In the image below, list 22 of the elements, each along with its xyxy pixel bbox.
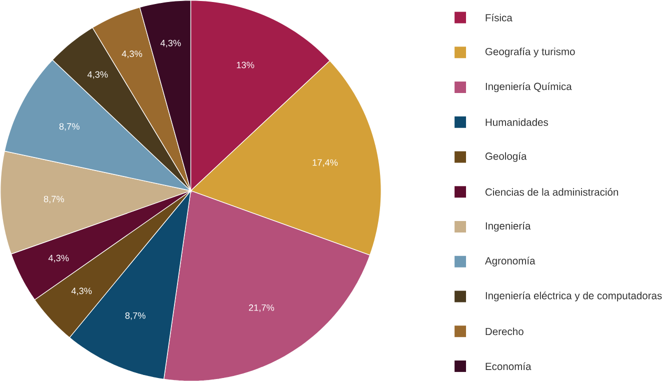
legend-label: Economía bbox=[486, 362, 532, 370]
data-label: 8,7% bbox=[44, 196, 64, 204]
data-label: 17,4% bbox=[312, 159, 338, 167]
legend-label: Geografía y turismo bbox=[485, 47, 575, 58]
data-label: 4,3% bbox=[87, 71, 108, 79]
legend-label: Derecho bbox=[486, 327, 524, 335]
data-label: 21,7% bbox=[248, 304, 274, 312]
legend-label: Ingeniería bbox=[486, 222, 531, 232]
data-label: 4,3% bbox=[71, 287, 92, 295]
legend-label: Ciencias de la administración bbox=[485, 188, 618, 196]
legend-label: Humanidades bbox=[486, 118, 548, 126]
data-label: 4,3% bbox=[48, 254, 69, 262]
data-label: 4,3% bbox=[122, 50, 142, 58]
legend-label: Ingeniería Química bbox=[486, 82, 572, 92]
legend-label: Geología bbox=[485, 152, 527, 162]
data-label: 13% bbox=[236, 62, 254, 68]
legend-label: Ingeniería eléctrica y de computadoras bbox=[486, 291, 662, 302]
legend-label: Agronomía bbox=[484, 256, 536, 266]
data-label: 4,3% bbox=[160, 40, 181, 48]
data-label: 8,7% bbox=[59, 122, 80, 131]
data-label: 8,7% bbox=[125, 312, 146, 320]
legend-label: Física bbox=[486, 13, 512, 22]
